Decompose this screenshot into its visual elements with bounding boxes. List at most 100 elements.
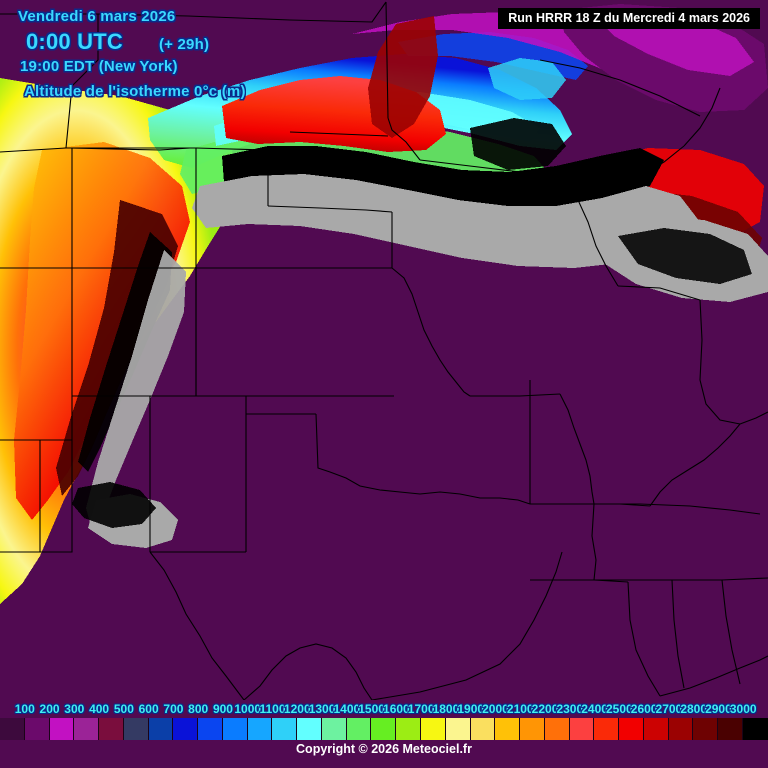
legend-swatch: [544, 718, 570, 740]
legend-swatch: [668, 718, 694, 740]
legend-tick-label: 2400: [581, 702, 608, 716]
border-mi-lake: [684, 88, 720, 146]
legend-tick-label: 1300: [308, 702, 336, 716]
legend-swatch: [594, 718, 620, 740]
legend-tick-label: 100: [14, 702, 35, 716]
legend-tick-label: 1500: [358, 702, 385, 716]
legend-swatch: [49, 718, 75, 740]
border-nd-sd: [290, 132, 388, 136]
map-borders: [0, 2, 768, 700]
border-ar-ms: [592, 504, 596, 580]
legend-tick-label: 1900: [457, 702, 485, 716]
copyright-notice: Copyright © 2026 Meteociel.fr: [296, 742, 472, 756]
legend-swatch: [495, 718, 521, 740]
legend-swatch: [222, 718, 248, 740]
border-mn-ia: [420, 160, 614, 186]
color-scale-legend: 100 200 300 400 500 600 700 800 900 1000 1100 1200 1…: [0, 700, 768, 768]
legend-tick-label: 300: [64, 702, 85, 716]
legend-tick-label: 600: [138, 702, 159, 716]
field-southwest-black: [72, 482, 156, 528]
legend-swatch: [643, 718, 669, 740]
border-ia-il: [566, 180, 618, 286]
legend-swatch: [619, 718, 644, 740]
legend-swatch: [173, 718, 199, 740]
legend-tick-label: 1800: [432, 702, 460, 716]
border-nd-mn: [388, 118, 420, 160]
legend-tick-label: 2100: [506, 702, 534, 716]
legend-swatch: [346, 718, 372, 740]
border-ok-south: [316, 414, 530, 504]
legend-swatch: [742, 718, 768, 740]
legend-swatch: [148, 718, 174, 740]
weather-map[interactable]: Vendredi 6 mars 2026 0:00 UTC (+ 29h) 19…: [0, 0, 768, 700]
legend-tick-label: 1200: [283, 702, 311, 716]
border-ne-ia: [392, 268, 470, 396]
border-tn-ky: [594, 504, 760, 514]
legend-swatch: [24, 718, 50, 740]
legend-swatch: [421, 718, 446, 740]
border-wi-mi: [614, 146, 684, 186]
border-oh-ky: [740, 412, 768, 424]
border-ia-mo: [470, 394, 560, 396]
legend-tick-label: 500: [113, 702, 134, 716]
legend-tick-label: 700: [163, 702, 184, 716]
legend-tick-label: 400: [89, 702, 110, 716]
border-in-oh: [700, 300, 740, 424]
border-or-id: [0, 148, 66, 152]
border-ms-al: [672, 580, 684, 688]
field-central-black-east-lobe: [618, 228, 752, 284]
legend-tick-label: 1700: [407, 702, 435, 716]
legend-color-bar: [0, 718, 768, 740]
legend-swatch: [396, 718, 422, 740]
legend-tick-labels: 100 200 300 400 500 600 700 800 900 1000 1100 1200 1…: [0, 700, 768, 718]
legend-swatch: [470, 718, 496, 740]
border-ar-la: [530, 580, 628, 582]
border-tx-west: [150, 552, 244, 700]
legend-swatch: [99, 718, 124, 740]
legend-swatch: [272, 718, 298, 740]
border-sd-ne: [268, 206, 392, 212]
legend-swatch: [247, 718, 273, 740]
model-run-label: Run HRRR 18 Z du Mercredi 4 mars 2026: [498, 8, 760, 29]
legend-tick-label: 200: [39, 702, 60, 716]
legend-swatch: [569, 718, 595, 740]
border-tn-south: [594, 578, 768, 580]
legend-swatch: [198, 718, 223, 740]
field-lakes-cyan: [488, 58, 566, 100]
field-central-gray-band: [192, 174, 700, 268]
legend-tick-label: 2900: [705, 702, 732, 716]
legend-tick-label: 2500: [605, 702, 633, 716]
legend-tick-label: 2800: [680, 702, 708, 716]
legend-tick-label: 1100: [259, 702, 286, 716]
legend-swatch: [297, 718, 322, 740]
legend-swatch: [123, 718, 149, 740]
legend-tick-label: 3000: [729, 702, 757, 716]
border-lakes-north: [540, 60, 700, 116]
legend-swatch: [371, 718, 397, 740]
field-west-nodata: [86, 250, 186, 530]
border-az-nm: [0, 396, 72, 552]
border-al-ga: [722, 580, 740, 684]
legend-tick-label: 2000: [482, 702, 509, 716]
field-lakes-black: [470, 118, 566, 170]
border-id-mt: [66, 148, 190, 150]
map-canvas: [0, 0, 768, 700]
legend-tick-label: 800: [188, 702, 209, 716]
border-wa-id-mt: [66, 14, 98, 148]
border-mo-il: [560, 394, 594, 504]
border-nm-co: [72, 396, 150, 552]
legend-tick-label: 2700: [655, 702, 683, 716]
legend-tick-label: 2300: [556, 702, 584, 716]
legend-swatch: [520, 718, 545, 740]
field-red-plume-east: [368, 16, 438, 138]
legend-tick-label: 1600: [383, 702, 410, 716]
legend-swatch: [693, 718, 719, 740]
legend-swatch: [74, 718, 100, 740]
field-central-black-band: [222, 146, 664, 210]
border-us-canada: [0, 2, 386, 22]
field-west-black-core: [78, 232, 172, 472]
border-il-wi: [618, 286, 700, 300]
legend-swatch: [718, 718, 743, 740]
legend-tick-label: 1400: [333, 702, 361, 716]
